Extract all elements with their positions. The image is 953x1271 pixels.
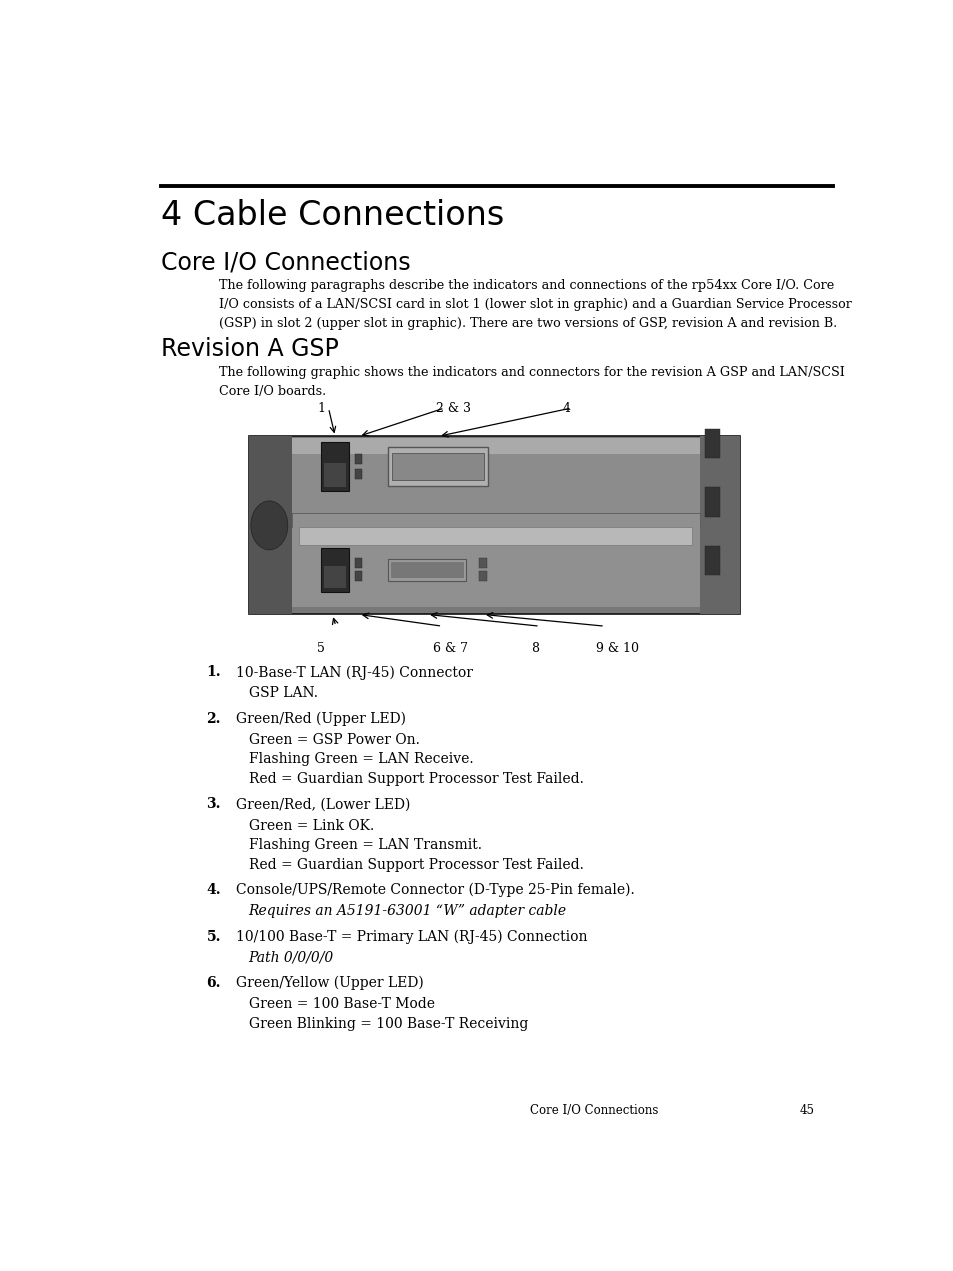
Text: Revision A GSP: Revision A GSP bbox=[161, 337, 338, 361]
Bar bbox=[704, 428, 719, 458]
Circle shape bbox=[260, 503, 278, 526]
Bar bbox=[324, 566, 346, 588]
Bar bbox=[392, 452, 484, 480]
Text: Green = GSP Power On.: Green = GSP Power On. bbox=[249, 733, 419, 747]
Text: 9 & 10: 9 & 10 bbox=[596, 642, 639, 655]
Text: 6 & 7: 6 & 7 bbox=[433, 642, 468, 655]
Text: Green = Link OK.: Green = Link OK. bbox=[249, 819, 374, 833]
Bar bbox=[478, 558, 486, 568]
Text: Green/Red (Upper LED): Green/Red (Upper LED) bbox=[235, 712, 406, 726]
Text: 4: 4 bbox=[562, 402, 570, 416]
Bar bbox=[292, 529, 699, 606]
Bar bbox=[478, 571, 486, 581]
Bar bbox=[388, 559, 465, 581]
Bar bbox=[321, 442, 349, 491]
Bar bbox=[292, 512, 699, 529]
Text: The following graphic shows the indicators and connectors for the revision A GSP: The following graphic shows the indicato… bbox=[219, 366, 844, 379]
Bar bbox=[292, 438, 699, 454]
Text: 4.: 4. bbox=[206, 883, 221, 897]
Text: 2.: 2. bbox=[206, 712, 221, 726]
Bar bbox=[249, 436, 740, 614]
Bar bbox=[388, 447, 488, 487]
Text: Core I/O Connections: Core I/O Connections bbox=[161, 250, 411, 275]
Text: Green = 100 Base-T Mode: Green = 100 Base-T Mode bbox=[249, 998, 435, 1012]
Text: 2 & 3: 2 & 3 bbox=[436, 402, 470, 416]
Text: 10-Base-T LAN (RJ-45) Connector: 10-Base-T LAN (RJ-45) Connector bbox=[235, 665, 473, 680]
Text: 6.: 6. bbox=[206, 976, 221, 990]
Bar bbox=[298, 527, 692, 545]
Text: Path 0/0/0/0: Path 0/0/0/0 bbox=[249, 951, 334, 965]
Text: Red = Guardian Support Processor Test Failed.: Red = Guardian Support Processor Test Fa… bbox=[249, 771, 583, 785]
Text: 3.: 3. bbox=[206, 797, 221, 811]
Text: Green/Red, (Lower LED): Green/Red, (Lower LED) bbox=[235, 797, 410, 811]
Bar bbox=[249, 436, 292, 614]
Text: 10/100 Base-T = Primary LAN (RJ-45) Connection: 10/100 Base-T = Primary LAN (RJ-45) Conn… bbox=[235, 929, 587, 944]
Bar bbox=[704, 487, 719, 516]
Text: 1.: 1. bbox=[206, 665, 221, 679]
Bar bbox=[292, 454, 699, 512]
Bar bbox=[355, 558, 362, 568]
Text: 8: 8 bbox=[531, 642, 538, 655]
Circle shape bbox=[260, 525, 278, 548]
Text: 1: 1 bbox=[317, 402, 325, 416]
Text: I/O consists of a LAN/SCSI card in slot 1 (lower slot in graphic) and a Guardian: I/O consists of a LAN/SCSI card in slot … bbox=[219, 297, 851, 311]
Bar bbox=[390, 562, 463, 578]
Text: Console/UPS/Remote Connector (D-Type 25-Pin female).: Console/UPS/Remote Connector (D-Type 25-… bbox=[235, 883, 634, 897]
Text: The following paragraphs describe the indicators and connections of the rp54xx C: The following paragraphs describe the in… bbox=[219, 278, 834, 292]
Bar bbox=[704, 547, 719, 576]
Bar bbox=[699, 436, 740, 614]
Text: 5: 5 bbox=[317, 642, 325, 655]
Bar bbox=[355, 455, 362, 464]
Text: Flashing Green = LAN Transmit.: Flashing Green = LAN Transmit. bbox=[249, 838, 481, 852]
Bar bbox=[355, 469, 362, 479]
Text: Core I/O boards.: Core I/O boards. bbox=[219, 385, 326, 398]
Text: Red = Guardian Support Processor Test Failed.: Red = Guardian Support Processor Test Fa… bbox=[249, 858, 583, 872]
Text: Green/Yellow (Upper LED): Green/Yellow (Upper LED) bbox=[235, 976, 423, 990]
Bar bbox=[324, 463, 346, 487]
Text: 5.: 5. bbox=[206, 929, 221, 943]
Text: Green Blinking = 100 Base-T Receiving: Green Blinking = 100 Base-T Receiving bbox=[249, 1017, 527, 1031]
Text: Flashing Green = LAN Receive.: Flashing Green = LAN Receive. bbox=[249, 752, 473, 766]
Text: GSP LAN.: GSP LAN. bbox=[249, 686, 317, 700]
Circle shape bbox=[260, 513, 278, 538]
Bar bbox=[355, 571, 362, 581]
Text: Requires an A5191-63001 “W” adapter cable: Requires an A5191-63001 “W” adapter cabl… bbox=[249, 904, 566, 918]
Bar bbox=[321, 548, 349, 592]
Circle shape bbox=[251, 501, 288, 550]
Text: 4 Cable Connections: 4 Cable Connections bbox=[161, 200, 504, 233]
Text: Core I/O Connections: Core I/O Connections bbox=[529, 1103, 658, 1117]
Text: 45: 45 bbox=[799, 1103, 814, 1117]
Text: (GSP) in slot 2 (upper slot in graphic). There are two versions of GSP, revision: (GSP) in slot 2 (upper slot in graphic).… bbox=[219, 316, 837, 330]
